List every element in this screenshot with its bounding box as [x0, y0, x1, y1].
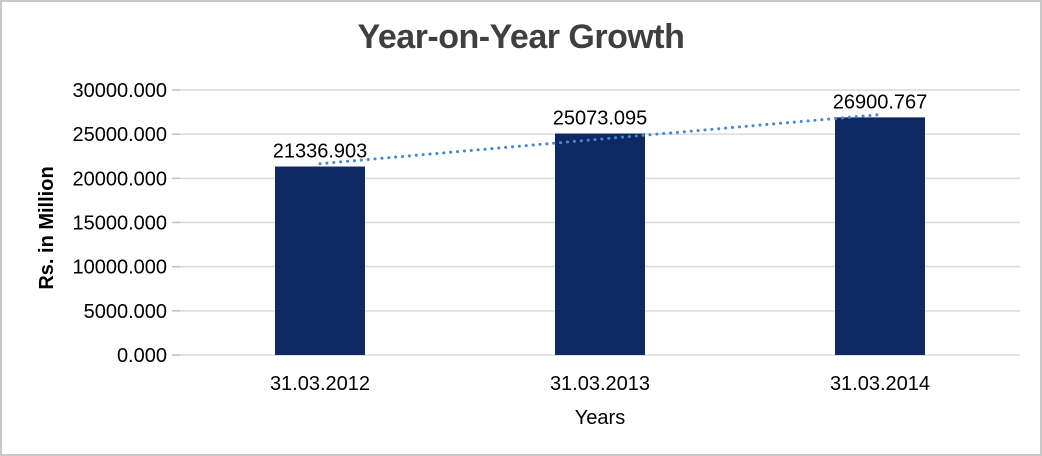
y-tick-label: 25000.000	[72, 124, 167, 146]
bar-value-label: 25073.095	[553, 108, 648, 130]
x-tick-label: 31.03.2013	[550, 373, 650, 395]
y-tick-label: 0.000	[117, 345, 167, 367]
y-tick-label: 5000.000	[84, 301, 167, 323]
chart-title: Year-on-Year Growth	[357, 18, 685, 56]
y-tick-label: 15000.000	[72, 213, 167, 235]
y-tick-label: 10000.000	[72, 257, 167, 279]
y-tick-label: 20000.000	[72, 168, 167, 190]
x-axis-title: Years	[574, 407, 626, 429]
x-tick-label: 31.03.2012	[270, 373, 370, 395]
bar-value-label: 21336.903	[273, 141, 368, 163]
y-tick-label: 30000.000	[72, 80, 167, 102]
bar-value-label: 26900.767	[833, 91, 928, 113]
x-tick-label: 31.03.2014	[830, 373, 930, 395]
bar-31.03.2014	[835, 117, 925, 355]
bar-31.03.2012	[275, 166, 365, 355]
trendline	[318, 113, 882, 166]
bar-31.03.2013	[555, 133, 645, 355]
